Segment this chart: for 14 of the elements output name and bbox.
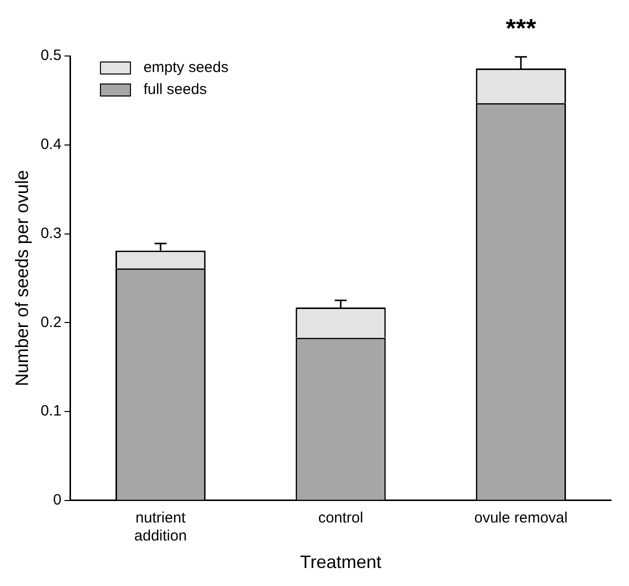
y-tick-label: 0.2 bbox=[40, 314, 62, 331]
y-tick-label: 0.3 bbox=[40, 224, 62, 242]
x-axis-title: Treatment bbox=[300, 552, 382, 572]
x-tick-label: nutrient addition bbox=[134, 510, 187, 545]
y-axis-title: Number of seeds per ovule bbox=[12, 170, 32, 386]
x-tick-label: control bbox=[318, 510, 364, 527]
legend-label: full seeds bbox=[143, 81, 207, 98]
y-tick-label: 0 bbox=[53, 492, 62, 509]
annotation: *** bbox=[506, 13, 537, 44]
legend-label: empty seeds bbox=[143, 59, 228, 76]
x-tick-label: ovule removal bbox=[474, 510, 568, 527]
y-tick-label: 0.5 bbox=[40, 47, 62, 64]
y-tick-label: 0.1 bbox=[40, 402, 62, 420]
y-tick-label: 0.4 bbox=[40, 136, 62, 154]
